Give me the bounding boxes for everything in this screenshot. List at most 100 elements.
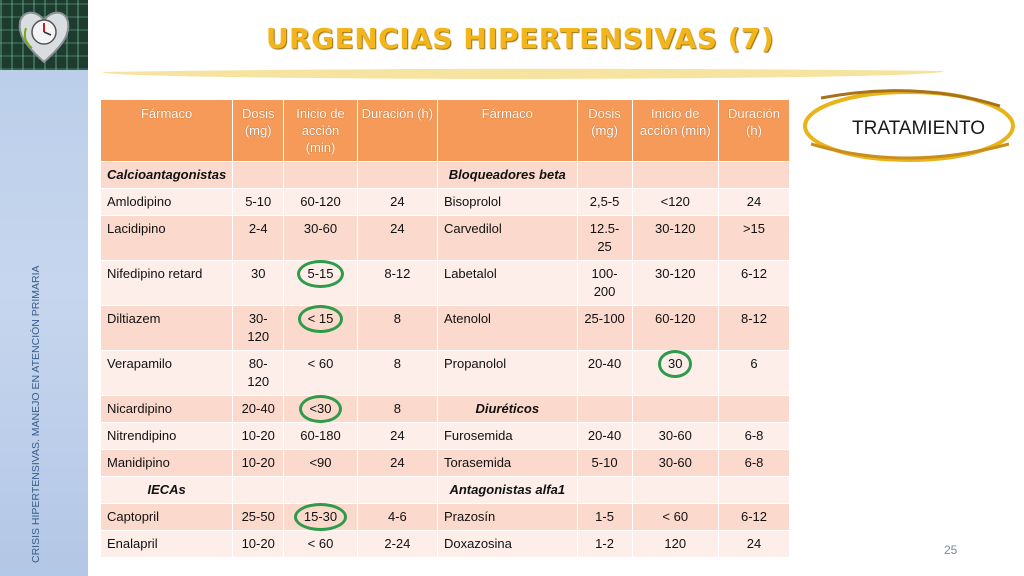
duration-cell: 8-12: [356, 260, 438, 306]
header-cell: Inicio de acción (min): [283, 99, 358, 162]
duration-cell: 24: [717, 188, 791, 216]
dose-cell: 5-10: [576, 449, 633, 477]
duration-cell: 2-24: [356, 530, 438, 558]
drug-name: Nifedipino retard: [99, 260, 234, 306]
dose-cell: 80-120: [232, 350, 285, 396]
highlight-circle: 5-15: [297, 260, 344, 288]
drug-name: Furosemida: [436, 422, 578, 450]
duration-cell: 4-6: [356, 503, 438, 531]
onset-cell: < 60: [283, 350, 358, 396]
duration-cell: 6-8: [717, 422, 791, 450]
header-cell: Duración (h): [717, 99, 791, 162]
dose-cell: 2-4: [232, 215, 285, 261]
duration-cell: 24: [356, 422, 438, 450]
heart-icon: [18, 11, 70, 64]
table-header-row: Fármaco Dosis (mg) Inicio de acción (min…: [99, 99, 791, 162]
table-cell: [717, 395, 791, 423]
highlight-circle: 30: [657, 350, 694, 378]
header-cell: Dosis (mg): [576, 99, 633, 162]
header-cell: Duración (h): [356, 99, 438, 162]
table-row: Nifedipino retard 30 5-15 8-12 Labetalol…: [99, 260, 791, 306]
duration-cell: 24: [717, 530, 791, 558]
dose-cell: 10-20: [232, 422, 285, 450]
drug-name: Atenolol: [436, 305, 578, 351]
section-label: Calcioantagonistas: [99, 161, 234, 189]
dose-cell: 1-5: [576, 503, 633, 531]
section-row: Calcioantagonistas Bloqueadores beta: [99, 161, 791, 189]
tratamiento-oval: [803, 89, 1015, 162]
onset-cell: <30: [283, 395, 358, 423]
dose-cell: 20-40: [576, 422, 633, 450]
drug-table: Fármaco Dosis (mg) Inicio de acción (min…: [99, 99, 791, 558]
duration-cell: 6-8: [717, 449, 791, 477]
onset-cell: < 60: [631, 503, 719, 531]
table-cell: [283, 476, 358, 504]
drug-name: Captopril: [99, 503, 234, 531]
dose-cell: 100-200: [576, 260, 633, 306]
title-underline: [102, 68, 944, 79]
table-row: Nitrendipino 10-20 60-180 24 Furosemida …: [99, 422, 791, 450]
highlight-circle: <30: [299, 395, 342, 423]
drug-name: Doxazosina: [436, 530, 578, 558]
onset-cell: 60-180: [283, 422, 358, 450]
drug-name: Nitrendipino: [99, 422, 234, 450]
duration-cell: 8: [356, 350, 438, 396]
drug-name: Carvedilol: [436, 215, 578, 261]
page-number: 25: [944, 543, 958, 557]
duration-cell: 6: [717, 350, 791, 396]
header-cell: Inicio de acción (min): [631, 99, 719, 162]
table-cell: [717, 476, 791, 504]
drug-name: Prazosín: [436, 503, 578, 531]
duration-cell: 8: [356, 305, 438, 351]
drug-name: Amlodipino: [99, 188, 234, 216]
table-cell: [631, 395, 719, 423]
onset-cell: 120: [631, 530, 719, 558]
table-cell: [232, 161, 285, 189]
drug-name: Bisoprolol: [436, 188, 578, 216]
dose-cell: 5-10: [232, 188, 285, 216]
page-title: URGENCIAS HIPERTENSIVAS (7): [265, 22, 775, 55]
vertical-caption: CRISIS HIPERTENSIVAS. MANEJO EN ATENCIÓN…: [30, 265, 42, 563]
duration-cell: 24: [356, 449, 438, 477]
dose-cell: 10-20: [232, 449, 285, 477]
table-row: Lacidipino 2-4 30-60 24 Carvedilol 12.5-…: [99, 215, 791, 261]
table-cell: [631, 161, 719, 189]
onset-cell: < 60: [283, 530, 358, 558]
table-row: Verapamilo 80-120 < 60 8 Propanolol 20-4…: [99, 350, 791, 396]
drug-name: Verapamilo: [99, 350, 234, 396]
highlight-circle: 15-30: [293, 503, 348, 531]
onset-cell: 30-120: [631, 260, 719, 306]
header-cell: Dosis (mg): [232, 99, 285, 162]
dose-cell: 30: [232, 260, 285, 306]
drug-name: Nicardipino: [99, 395, 234, 423]
duration-cell: 8-12: [717, 305, 791, 351]
table-cell: [356, 161, 438, 189]
table-cell: [356, 476, 438, 504]
drug-name: Manidipino: [99, 449, 234, 477]
duration-cell: 6-12: [717, 503, 791, 531]
table-row: Captopril 25-50 15-30 4-6 Prazosín 1-5 <…: [99, 503, 791, 531]
drug-name: Lacidipino: [99, 215, 234, 261]
dose-cell: 1-2: [576, 530, 633, 558]
onset-cell: 30-120: [631, 215, 719, 261]
header-cell: Fármaco: [436, 99, 578, 162]
tratamiento-label: TRATAMIENTO: [852, 118, 985, 139]
table-cell: [576, 395, 633, 423]
onset-cell: 30: [631, 350, 719, 396]
table-row: Enalapril 10-20 < 60 2-24 Doxazosina 1-2…: [99, 530, 791, 558]
onset-cell: <90: [283, 449, 358, 477]
highlight-circle: < 15: [297, 305, 343, 333]
table-row: Nicardipino 20-40 <30 8 Diuréticos: [99, 395, 791, 423]
table-row: Diltiazem 30-120 < 15 8 Atenolol 25-100 …: [99, 305, 791, 351]
dose-cell: 10-20: [232, 530, 285, 558]
dose-cell: 25-50: [232, 503, 285, 531]
onset-cell: <120: [631, 188, 719, 216]
table-cell: [631, 476, 719, 504]
heart-logo: [0, 0, 88, 70]
onset-cell: 30-60: [631, 422, 719, 450]
onset-cell: 30-60: [631, 449, 719, 477]
table-cell: [717, 161, 791, 189]
drug-name: Labetalol: [436, 260, 578, 306]
table-cell: [576, 161, 633, 189]
drug-name: Propanolol: [436, 350, 578, 396]
